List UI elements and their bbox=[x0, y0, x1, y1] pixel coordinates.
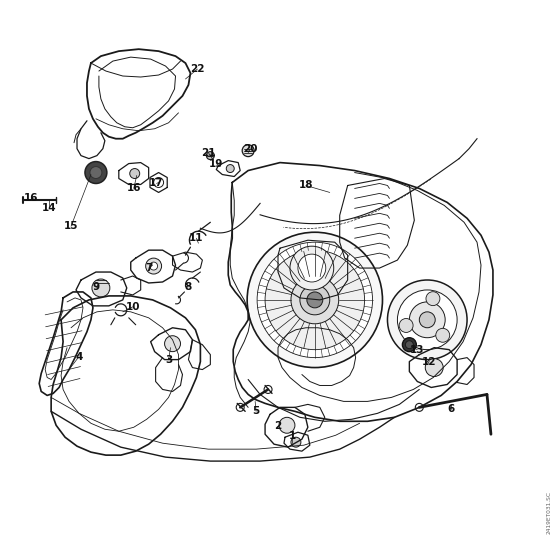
Circle shape bbox=[419, 312, 435, 328]
Text: 9: 9 bbox=[92, 282, 100, 292]
Circle shape bbox=[425, 358, 443, 376]
Text: 10: 10 bbox=[125, 302, 140, 312]
Circle shape bbox=[279, 417, 295, 433]
Circle shape bbox=[85, 162, 107, 184]
Text: 13: 13 bbox=[410, 344, 424, 354]
Circle shape bbox=[242, 144, 254, 157]
Circle shape bbox=[405, 340, 413, 349]
Text: 22: 22 bbox=[190, 64, 204, 74]
Circle shape bbox=[291, 276, 339, 324]
Text: 3: 3 bbox=[165, 354, 172, 365]
Circle shape bbox=[92, 279, 110, 297]
Circle shape bbox=[153, 178, 164, 188]
Text: 16: 16 bbox=[24, 193, 39, 203]
Circle shape bbox=[398, 290, 457, 349]
Circle shape bbox=[165, 336, 180, 352]
Text: 15: 15 bbox=[64, 221, 78, 231]
Text: 1: 1 bbox=[288, 431, 296, 441]
Circle shape bbox=[130, 169, 139, 179]
Circle shape bbox=[399, 319, 413, 333]
Circle shape bbox=[416, 403, 423, 412]
Circle shape bbox=[436, 328, 450, 342]
Text: 12: 12 bbox=[422, 357, 436, 367]
Text: 14: 14 bbox=[42, 203, 57, 213]
Circle shape bbox=[150, 262, 157, 270]
Text: 16: 16 bbox=[127, 184, 141, 193]
Circle shape bbox=[298, 254, 326, 282]
Circle shape bbox=[236, 403, 244, 412]
Circle shape bbox=[264, 385, 272, 394]
Text: 2: 2 bbox=[274, 421, 282, 431]
Circle shape bbox=[207, 152, 214, 160]
Text: 18: 18 bbox=[298, 180, 313, 190]
Circle shape bbox=[257, 242, 372, 358]
Text: 20: 20 bbox=[243, 144, 258, 153]
Circle shape bbox=[146, 258, 162, 274]
Text: 6: 6 bbox=[447, 404, 455, 414]
Circle shape bbox=[291, 437, 301, 447]
Circle shape bbox=[307, 292, 323, 308]
Circle shape bbox=[426, 292, 440, 306]
Circle shape bbox=[403, 338, 416, 352]
Text: 11: 11 bbox=[189, 233, 204, 243]
Circle shape bbox=[388, 280, 467, 360]
Circle shape bbox=[226, 165, 234, 172]
Text: 8: 8 bbox=[185, 282, 192, 292]
Circle shape bbox=[265, 250, 365, 349]
Text: 19: 19 bbox=[209, 158, 223, 169]
Circle shape bbox=[247, 232, 382, 367]
Circle shape bbox=[409, 302, 445, 338]
Text: 7: 7 bbox=[145, 263, 152, 273]
Text: 5: 5 bbox=[253, 407, 260, 416]
Text: 4: 4 bbox=[75, 352, 83, 362]
Text: 2419ET031.SC: 2419ET031.SC bbox=[547, 491, 552, 534]
Text: 17: 17 bbox=[150, 179, 164, 189]
Circle shape bbox=[90, 166, 102, 179]
Text: 21: 21 bbox=[201, 148, 216, 157]
Circle shape bbox=[290, 246, 334, 290]
Circle shape bbox=[300, 285, 330, 315]
